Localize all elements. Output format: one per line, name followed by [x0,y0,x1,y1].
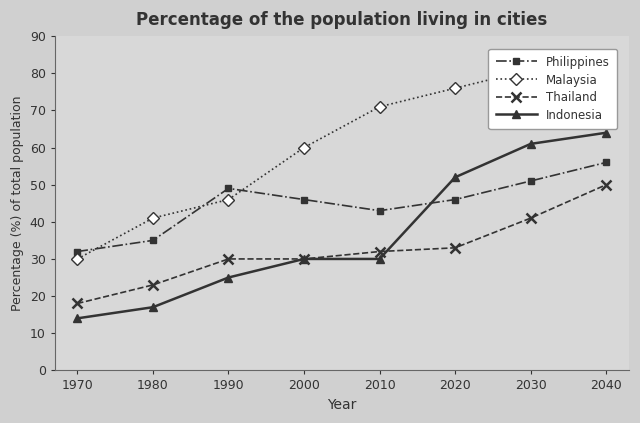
Philippines [527,179,534,184]
Malaysia [451,85,459,91]
Thailand [300,256,308,261]
Thailand [149,283,157,288]
Philippines [376,208,383,213]
Indonesia [300,256,308,261]
Title: Percentage of the population living in cities: Percentage of the population living in c… [136,11,547,29]
Thailand [527,216,534,221]
Philippines [300,197,308,202]
Malaysia [74,256,81,261]
Indonesia [602,130,610,135]
Indonesia [225,275,232,280]
Line: Philippines: Philippines [74,159,610,255]
Malaysia [376,104,383,109]
Thailand [451,245,459,250]
Y-axis label: Percentage (%) of total population: Percentage (%) of total population [11,96,24,311]
Philippines [74,249,81,254]
Philippines [451,197,459,202]
Indonesia [149,305,157,310]
Malaysia [602,60,610,65]
Line: Malaysia: Malaysia [73,58,611,263]
Indonesia [376,256,383,261]
X-axis label: Year: Year [327,398,356,412]
Line: Thailand: Thailand [72,180,611,308]
Indonesia [527,141,534,146]
Thailand [602,182,610,187]
Malaysia [149,216,157,221]
Malaysia [225,197,232,202]
Thailand [225,256,232,261]
Philippines [602,160,610,165]
Thailand [376,249,383,254]
Thailand [74,301,81,306]
Indonesia [74,316,81,321]
Line: Indonesia: Indonesia [73,129,611,322]
Malaysia [527,67,534,72]
Philippines [149,238,157,243]
Indonesia [451,175,459,180]
Legend: Philippines, Malaysia, Thailand, Indonesia: Philippines, Malaysia, Thailand, Indones… [488,49,617,129]
Philippines [225,186,232,191]
Malaysia [300,145,308,150]
